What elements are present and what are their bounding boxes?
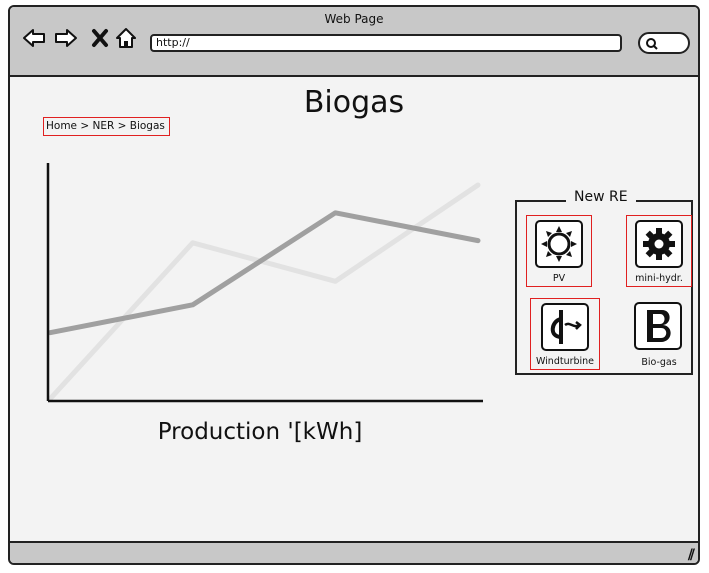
breadcrumb[interactable]: Home > NER > Biogas [43, 117, 170, 136]
re-item-mini-hydr[interactable]: mini-hydr. [626, 215, 692, 287]
url-input[interactable]: http:// [150, 34, 622, 52]
status-bar: // [10, 541, 698, 563]
browser-window: Web Page http:// Biogas Home > NER > Bio… [8, 5, 700, 565]
browser-toolbar: Web Page http:// [10, 7, 698, 77]
chart-series-layer [47, 182, 481, 402]
back-arrow-icon[interactable] [22, 26, 46, 50]
re-item-bio-gas[interactable]: Bio-gas [626, 298, 692, 370]
chart-series-line-2 [47, 210, 481, 336]
re-item-label: Windturbine [535, 356, 595, 367]
window-title: Web Page [324, 12, 384, 26]
re-item-pv[interactable]: PV [526, 215, 592, 287]
search-icon [646, 38, 658, 50]
sun-icon [535, 220, 583, 268]
home-icon[interactable] [114, 26, 138, 50]
chart-caption: Production '[kWh] [157, 419, 363, 445]
re-item-windturbine[interactable]: Windturbine [530, 298, 600, 370]
resize-grip-icon[interactable]: // [687, 547, 695, 563]
gear-icon [635, 220, 683, 268]
close-icon[interactable] [88, 26, 112, 50]
new-re-panel: New RE PV [515, 189, 693, 375]
re-item-label: Bio-gas [641, 357, 677, 368]
search-field[interactable] [638, 32, 690, 54]
page-title: Biogas [303, 85, 405, 120]
chart-series-line-1 [47, 182, 481, 402]
re-item-label: mini-hydr. [635, 273, 683, 284]
panel-title: New RE [566, 189, 636, 205]
forward-arrow-icon[interactable] [54, 26, 78, 50]
letter-b-icon [634, 302, 682, 350]
re-item-label: PV [552, 273, 566, 284]
production-line-chart [46, 163, 483, 403]
windturbine-icon [541, 303, 589, 351]
